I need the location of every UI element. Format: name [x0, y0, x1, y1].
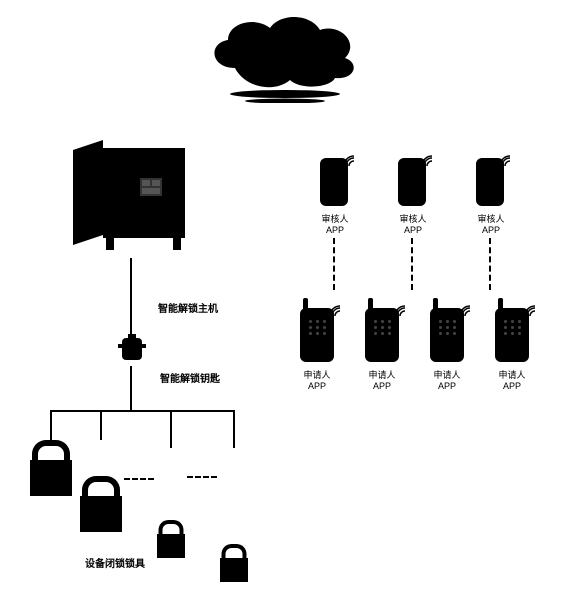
applicant-device — [495, 308, 529, 362]
dashed-connector — [124, 478, 154, 480]
reviewer-phone — [476, 158, 504, 206]
reviewer-phone — [398, 158, 426, 206]
applicant-label: 申请人 APP — [424, 368, 470, 391]
cloud-icon — [200, 8, 370, 108]
applicant-label: 申请人 APP — [294, 368, 340, 391]
connector-line — [130, 258, 132, 334]
padlock-icon — [80, 496, 122, 532]
applicant-label: 申请人 APP — [359, 368, 405, 391]
padlock-icon — [157, 534, 185, 558]
connector-line — [130, 366, 132, 410]
connector-line — [50, 410, 52, 440]
connector-line — [100, 410, 102, 440]
dashed-connector — [187, 476, 217, 478]
dashed-connector — [333, 238, 335, 290]
cabinet-label: 智能解锁主机 — [148, 300, 228, 315]
padlock-icon — [30, 460, 72, 496]
cabinet-icon — [68, 140, 198, 265]
connector-line — [170, 410, 172, 448]
reviewer-phone — [320, 158, 348, 206]
reviewer-label: 审核人 APP — [390, 212, 436, 235]
padlock-icon — [220, 558, 248, 582]
dashed-connector — [411, 238, 413, 290]
locks-label: 设备闭锁锁具 — [70, 555, 160, 570]
key-icon — [118, 334, 146, 371]
reviewer-label: 审核人 APP — [312, 212, 358, 235]
connector-line — [233, 410, 235, 448]
applicant-label: 申请人 APP — [489, 368, 535, 391]
connector-line — [50, 410, 235, 412]
applicant-device — [430, 308, 464, 362]
dashed-connector — [489, 238, 491, 290]
applicant-device — [365, 308, 399, 362]
reviewer-label: 审核人 APP — [468, 212, 514, 235]
applicant-device — [300, 308, 334, 362]
key-label: 智能解锁钥匙 — [150, 370, 230, 385]
